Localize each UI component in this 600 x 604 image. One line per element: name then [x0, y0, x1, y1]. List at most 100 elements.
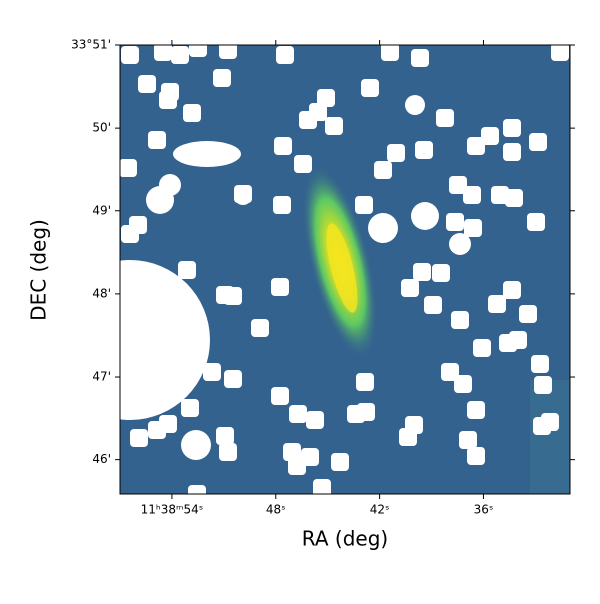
mask	[189, 45, 207, 57]
mask	[534, 376, 552, 394]
mask	[306, 411, 324, 429]
mask	[411, 202, 439, 230]
y-tick-label: 47'	[92, 370, 111, 384]
mask	[454, 375, 472, 393]
mask	[451, 311, 469, 329]
mask	[276, 46, 294, 64]
mask	[234, 187, 252, 205]
x-tick-label: 48ˢ	[266, 503, 286, 517]
mask	[148, 131, 166, 149]
mask	[130, 429, 148, 447]
mask	[325, 117, 343, 135]
mask	[374, 161, 392, 179]
mask	[313, 479, 331, 494]
mask	[203, 363, 221, 381]
y-tick-label: 49'	[92, 203, 111, 217]
mask	[519, 305, 537, 323]
mask	[171, 46, 189, 64]
mask	[213, 69, 231, 87]
mask	[301, 448, 319, 466]
mask	[531, 355, 549, 373]
mask	[120, 260, 210, 420]
mask	[271, 278, 289, 296]
mask	[331, 453, 349, 471]
mask	[464, 219, 482, 237]
mask	[488, 295, 506, 313]
mask	[120, 159, 137, 177]
mask	[424, 296, 442, 314]
mask	[368, 213, 398, 243]
y-axis-label: DEC (deg)	[27, 219, 51, 321]
mask	[463, 186, 481, 204]
mask	[356, 373, 374, 391]
mask	[551, 45, 569, 61]
mask	[289, 405, 307, 423]
mask	[441, 363, 459, 381]
mask	[138, 75, 156, 93]
mask	[224, 370, 242, 388]
mask	[188, 485, 206, 494]
mask	[529, 133, 547, 151]
x-axis-label: RA (deg)	[302, 527, 388, 551]
mask	[387, 144, 405, 162]
mask	[449, 233, 471, 255]
mask	[121, 46, 139, 64]
mask	[317, 89, 335, 107]
mask	[129, 216, 147, 234]
mask	[449, 176, 467, 194]
mask	[283, 443, 301, 461]
plot-frame	[119, 44, 571, 495]
mask	[219, 443, 237, 461]
mask	[527, 213, 545, 231]
x-tick-label: 11ʰ38ᵐ54ˢ	[141, 503, 204, 517]
mask	[467, 137, 485, 155]
y-tick-label: 46'	[92, 452, 111, 466]
mask	[251, 319, 269, 337]
mask	[219, 45, 237, 59]
mask	[173, 141, 241, 167]
mask	[183, 104, 201, 122]
mask	[181, 399, 199, 417]
mask	[273, 196, 291, 214]
mask	[355, 196, 373, 214]
mask	[178, 261, 196, 279]
mask	[473, 339, 491, 357]
mask	[271, 387, 289, 405]
x-tick-label: 42ˢ	[370, 503, 390, 517]
mask	[467, 401, 485, 419]
mask	[503, 119, 521, 137]
mask	[294, 155, 312, 173]
mask	[405, 95, 425, 115]
mask	[274, 137, 292, 155]
x-tick-label: 36ˢ	[474, 503, 494, 517]
mask	[436, 109, 454, 127]
mask	[459, 431, 477, 449]
mask	[541, 413, 559, 431]
mask	[216, 427, 234, 445]
mask	[309, 103, 327, 121]
mask	[413, 263, 431, 281]
mask	[415, 141, 433, 159]
mask	[399, 428, 417, 446]
mask	[357, 403, 375, 421]
mask	[446, 213, 464, 231]
mask	[381, 45, 399, 61]
mask	[159, 415, 177, 433]
y-tick-label: 50'	[92, 121, 111, 135]
mask	[181, 430, 211, 460]
mask	[491, 186, 509, 204]
mask	[154, 45, 172, 61]
sky-image	[120, 45, 570, 494]
mask	[503, 281, 521, 299]
y-tick-label: 48'	[92, 286, 111, 300]
mask	[467, 447, 485, 465]
mask	[401, 279, 419, 297]
mask	[509, 331, 527, 349]
mask	[361, 79, 379, 97]
mask	[159, 174, 181, 196]
mask	[159, 91, 177, 109]
mask	[411, 49, 429, 67]
y-tick-label: 33°51'	[71, 38, 111, 52]
mask	[432, 264, 450, 282]
